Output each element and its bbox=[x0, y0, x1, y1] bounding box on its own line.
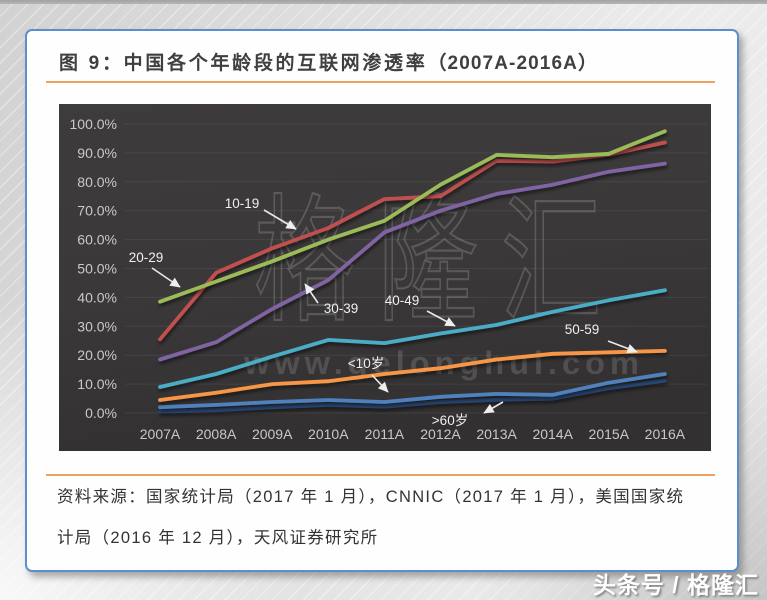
svg-text:10.0%: 10.0% bbox=[77, 376, 117, 392]
svg-text:50.0%: 50.0% bbox=[77, 261, 117, 277]
svg-text:2014A: 2014A bbox=[532, 426, 573, 442]
svg-text:www.gelonghui.com: www.gelonghui.com bbox=[243, 345, 644, 381]
svg-text:10-19: 10-19 bbox=[225, 196, 260, 211]
svg-text:>60岁: >60岁 bbox=[432, 413, 468, 428]
svg-text:90.0%: 90.0% bbox=[77, 145, 117, 161]
svg-text:0.0%: 0.0% bbox=[85, 405, 117, 421]
svg-text:2011A: 2011A bbox=[365, 426, 405, 442]
svg-text:2016A: 2016A bbox=[645, 426, 686, 442]
svg-text:50-59: 50-59 bbox=[565, 322, 600, 337]
svg-text:20-29: 20-29 bbox=[129, 250, 164, 265]
svg-text:70.0%: 70.0% bbox=[77, 203, 117, 219]
svg-text:80.0%: 80.0% bbox=[77, 174, 117, 190]
svg-text:2009A: 2009A bbox=[252, 426, 293, 442]
svg-text:2007A: 2007A bbox=[140, 426, 181, 442]
svg-text:2015A: 2015A bbox=[589, 426, 630, 442]
svg-text:40.0%: 40.0% bbox=[77, 289, 117, 305]
svg-text:<10岁: <10岁 bbox=[348, 356, 384, 371]
svg-text:2010A: 2010A bbox=[308, 426, 349, 442]
svg-text:100.0%: 100.0% bbox=[70, 116, 117, 132]
svg-text:2008A: 2008A bbox=[196, 426, 237, 442]
svg-text:60.0%: 60.0% bbox=[77, 232, 117, 248]
svg-text:30-39: 30-39 bbox=[324, 301, 359, 316]
svg-text:20.0%: 20.0% bbox=[77, 347, 117, 363]
svg-text:2012A: 2012A bbox=[420, 426, 461, 442]
svg-text:2013A: 2013A bbox=[476, 426, 517, 442]
svg-text:30.0%: 30.0% bbox=[77, 318, 117, 334]
svg-text:40-49: 40-49 bbox=[385, 293, 420, 308]
svg-text:格隆汇: 格隆汇 bbox=[254, 184, 624, 338]
